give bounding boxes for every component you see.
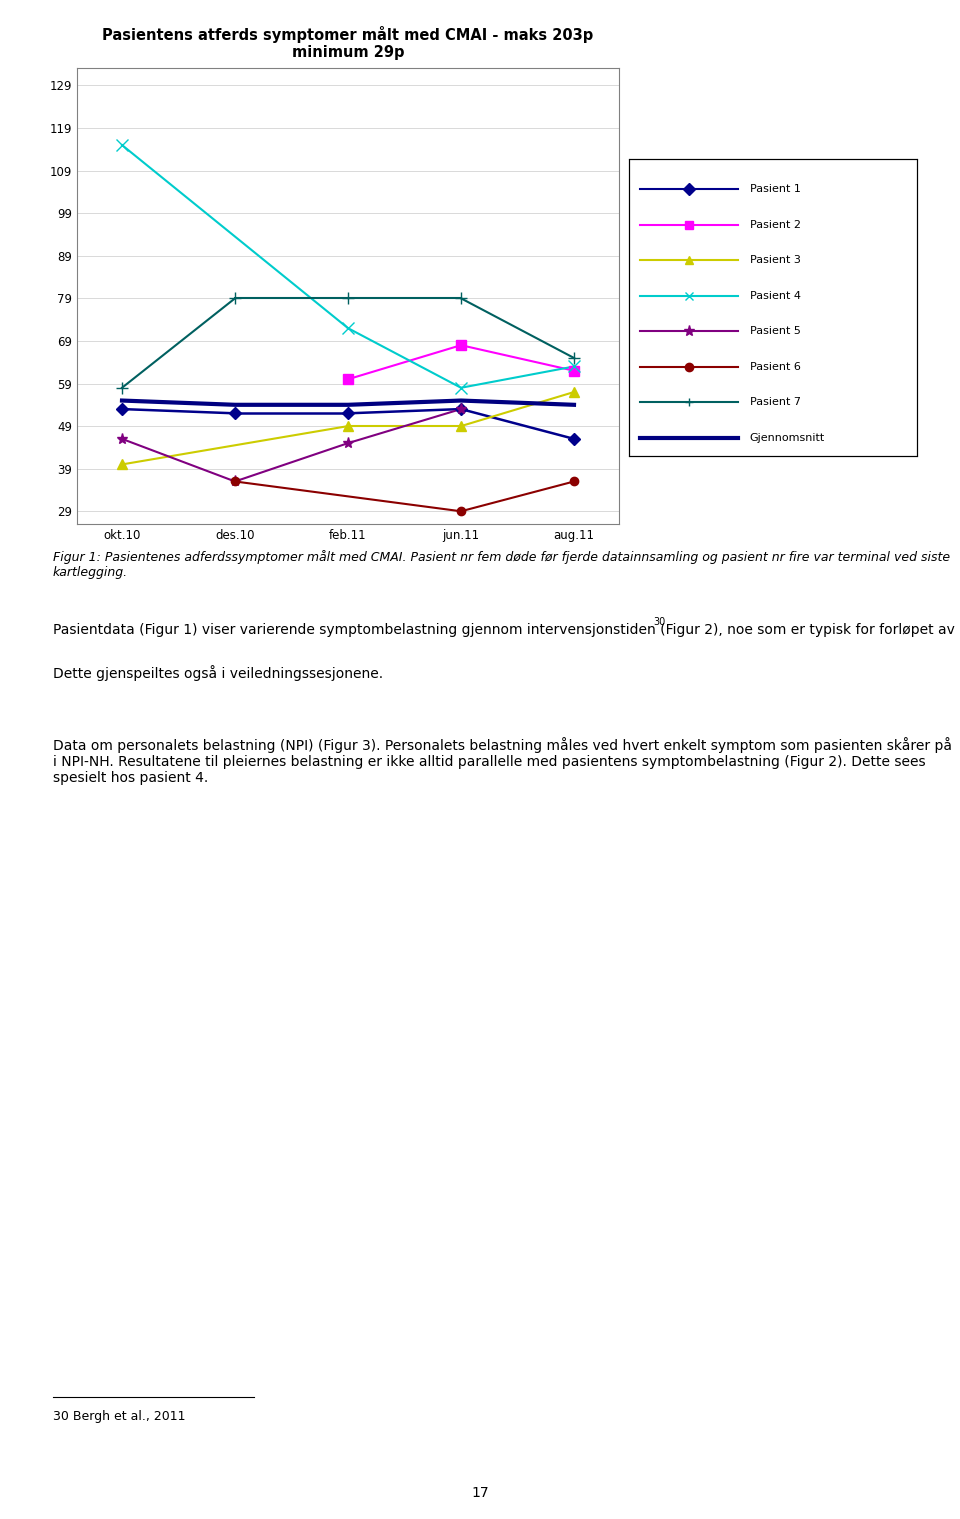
Title: Pasientens atferds symptomer målt med CMAI - maks 203p
minimum 29p: Pasientens atferds symptomer målt med CM… <box>103 26 593 61</box>
Text: Pasient 7: Pasient 7 <box>750 398 801 407</box>
Text: Gjennomsnitt: Gjennomsnitt <box>750 433 825 444</box>
Text: 17: 17 <box>471 1486 489 1499</box>
Text: Pasient 2: Pasient 2 <box>750 220 801 229</box>
Text: Pasient 5: Pasient 5 <box>750 327 801 336</box>
Text: Pasient 4: Pasient 4 <box>750 290 801 301</box>
Text: 30 Bergh et al., 2011: 30 Bergh et al., 2011 <box>53 1410 185 1423</box>
Text: Pasient 1: Pasient 1 <box>750 184 801 194</box>
Text: Dette gjenspeiltes også i veiledningssesjonene.: Dette gjenspeiltes også i veiledningsses… <box>53 665 383 682</box>
Text: Pasientdata (Figur 1) viser varierende symptombelastning gjennom intervensjonsti: Pasientdata (Figur 1) viser varierende s… <box>53 623 960 636</box>
Text: Pasient 3: Pasient 3 <box>750 255 801 266</box>
Text: 30: 30 <box>654 617 666 627</box>
Text: Figur 1: Pasientenes adferdssymptomer målt med CMAI. Pasient nr fem døde før fje: Figur 1: Pasientenes adferdssymptomer må… <box>53 550 950 579</box>
Text: Pasient 6: Pasient 6 <box>750 362 801 372</box>
Text: Data om personalets belastning (NPI) (Figur 3). Personalets belastning måles ved: Data om personalets belastning (NPI) (Fi… <box>53 737 951 785</box>
